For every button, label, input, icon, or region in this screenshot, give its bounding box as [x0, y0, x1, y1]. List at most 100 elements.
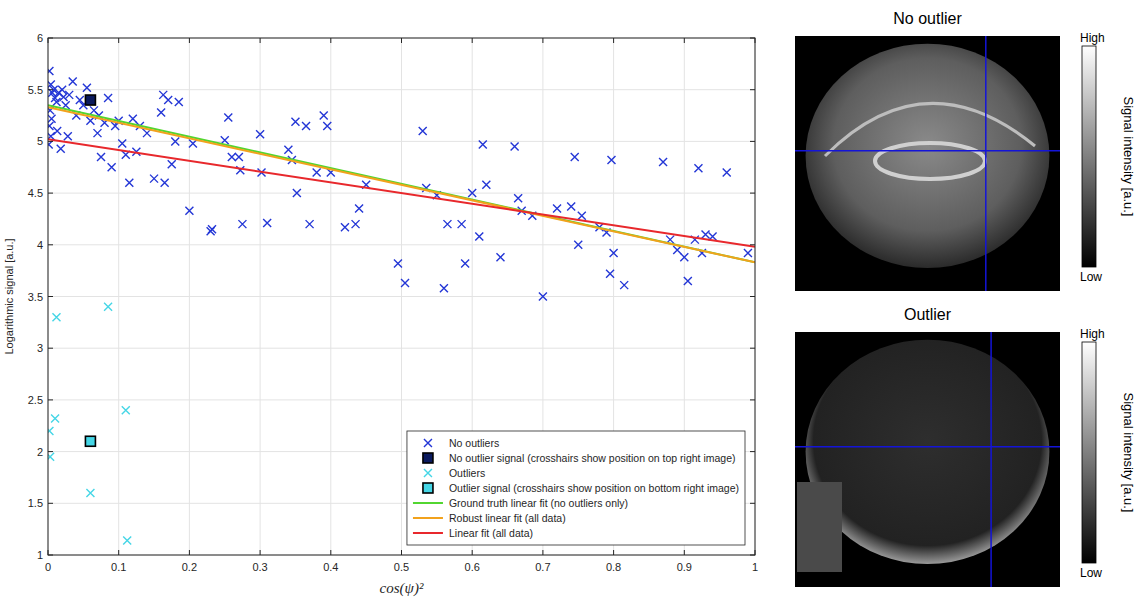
tick [189, 550, 190, 555]
data-point [607, 156, 615, 164]
data-point [496, 253, 504, 261]
data-point [574, 241, 582, 249]
colorbar-title: Signal intensity [a.u.] [1121, 97, 1136, 217]
crosshair [795, 150, 1060, 152]
tick [260, 550, 261, 555]
data-point [401, 279, 409, 287]
data-point [320, 112, 328, 120]
data-point [51, 415, 59, 423]
data-point [235, 153, 243, 161]
tick [330, 550, 331, 555]
colorbar-title: Signal intensity [a.u.] [1121, 393, 1136, 513]
data-point [85, 95, 95, 105]
brain-detail [797, 482, 842, 572]
image-title: No outlier [893, 10, 962, 27]
y-tick-label: 6 [37, 32, 43, 44]
data-point [83, 84, 91, 92]
data-point [702, 230, 710, 238]
data-point [394, 259, 402, 267]
tick [755, 38, 756, 43]
legend-swatch [424, 439, 432, 447]
data-point [238, 220, 246, 228]
fit-line [48, 139, 755, 247]
tick [48, 38, 53, 39]
data-point [313, 168, 321, 176]
legend-label: Outliers [449, 467, 485, 479]
colorbar-label: High [1080, 31, 1105, 45]
data-point [578, 212, 586, 220]
data-point [157, 108, 165, 116]
colorbar [1082, 46, 1096, 267]
data-point [606, 270, 614, 278]
data-point [610, 249, 618, 257]
data-point [468, 189, 476, 197]
legend-swatch [413, 517, 443, 519]
tick [472, 38, 473, 43]
data-point [58, 86, 66, 94]
image-background [795, 36, 1060, 291]
data-point [723, 168, 731, 176]
data-point [443, 220, 451, 228]
tick [401, 550, 402, 555]
fit-line [48, 107, 755, 262]
x-tick-label: 0.6 [465, 561, 480, 573]
data-point [104, 303, 112, 311]
data-point [64, 132, 72, 140]
data-point [86, 489, 94, 497]
brain-placeholder [806, 44, 1050, 268]
y-tick-label: 4.5 [28, 187, 43, 199]
tick [48, 555, 53, 556]
tick [118, 550, 119, 555]
crosshair [985, 36, 987, 291]
data-point [256, 130, 264, 138]
data-point [161, 179, 169, 187]
data-point [224, 114, 232, 122]
plot-frame [48, 38, 755, 555]
data-point [125, 179, 133, 187]
grid-line [48, 399, 755, 400]
tick [750, 296, 755, 297]
legend-swatch [424, 469, 432, 477]
data-point [680, 253, 688, 261]
tick [48, 296, 53, 297]
tick [48, 550, 49, 555]
data-point [164, 96, 172, 104]
x-tick-label: 1 [752, 561, 758, 573]
data-point [684, 277, 692, 285]
legend-label: Outlier signal (crosshairs show position… [449, 482, 739, 494]
data-point [48, 453, 54, 461]
fit-line [48, 105, 755, 262]
data-point [228, 153, 236, 161]
image-background [795, 332, 1060, 587]
grid-line [48, 141, 755, 142]
colorbar-label: Low [1080, 270, 1102, 284]
tick [750, 451, 755, 452]
data-point [694, 164, 702, 172]
y-tick-label: 3.5 [28, 291, 43, 303]
tick [260, 38, 261, 43]
tick [750, 348, 755, 349]
data-point [48, 115, 56, 123]
y-tick-label: 1.5 [28, 497, 43, 509]
data-point [69, 77, 77, 85]
y-tick-label: 5.5 [28, 84, 43, 96]
data-point [306, 220, 314, 228]
y-tick-label: 2.5 [28, 394, 43, 406]
data-point [208, 225, 216, 233]
x-tick-label: 0.5 [394, 561, 409, 573]
tick [48, 399, 53, 400]
image-title: Outlier [904, 306, 952, 323]
data-point [571, 153, 579, 161]
colorbar-label: Low [1080, 566, 1102, 580]
legend-label: Robust linear fit (all data) [449, 512, 566, 524]
data-point [108, 163, 116, 171]
data-point [93, 129, 101, 137]
tick [750, 399, 755, 400]
data-point [659, 158, 667, 166]
data-point [461, 259, 469, 267]
tick [542, 38, 543, 43]
x-tick-label: 0.2 [182, 561, 197, 573]
tick [48, 503, 53, 504]
x-axis-title: cos(ψ)² [380, 580, 424, 597]
data-point [175, 98, 183, 106]
